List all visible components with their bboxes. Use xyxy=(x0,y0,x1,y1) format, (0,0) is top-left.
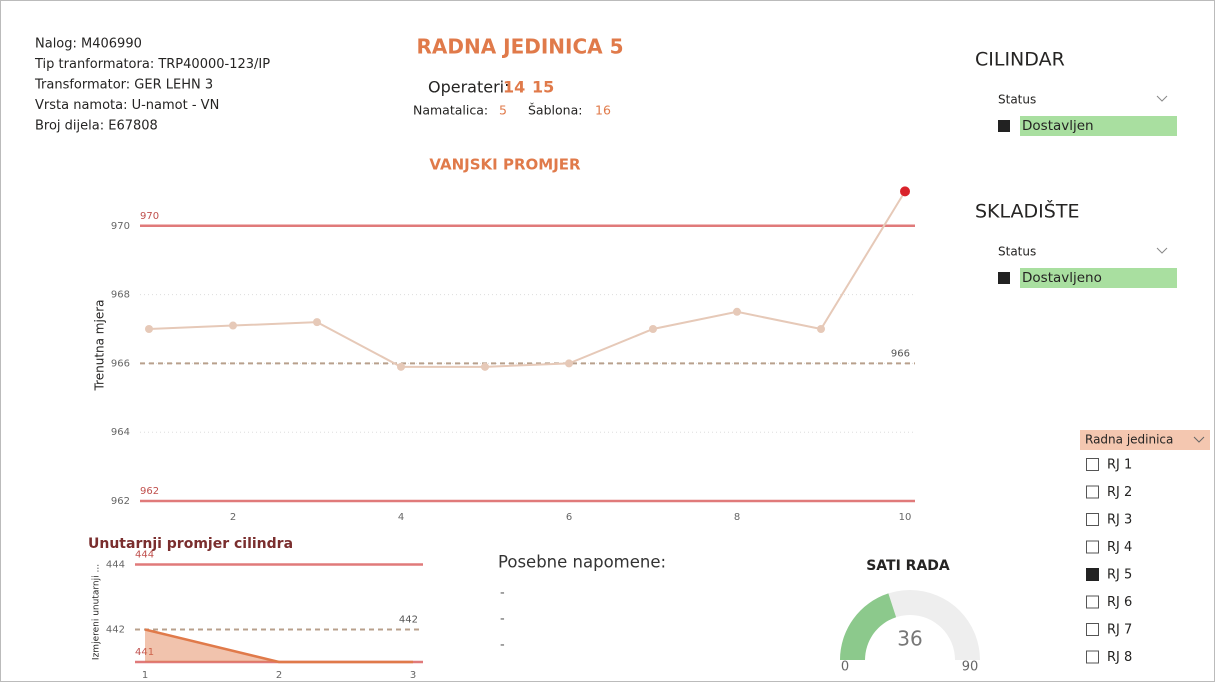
gauge-value-label: 36 xyxy=(897,627,922,651)
line xyxy=(144,628,413,664)
x-tick-label: 2 xyxy=(230,512,236,523)
data-point[interactable] xyxy=(649,325,657,333)
x-tick-label: 1 xyxy=(142,670,148,681)
data-point[interactable] xyxy=(397,362,405,371)
operator: 14 xyxy=(503,78,525,97)
slicer-field: Radna jedinica xyxy=(1085,433,1173,447)
reference-label: 441 xyxy=(135,647,154,658)
value: 16 xyxy=(595,103,611,118)
checkbox[interactable] xyxy=(1086,458,1099,471)
slicer-title: SKLADIŠTE xyxy=(975,199,1079,223)
y-tick-label: 968 xyxy=(111,290,130,301)
dropdown-chevron[interactable] xyxy=(1156,247,1168,254)
checkbox[interactable] xyxy=(1086,513,1099,526)
checkbox[interactable] xyxy=(1086,650,1099,664)
selected-bg xyxy=(1020,116,1177,136)
label: Šablona: xyxy=(528,103,582,118)
label: Operateri: xyxy=(428,78,510,97)
value: 5 xyxy=(499,103,507,118)
y-tick-label: 964 xyxy=(111,427,130,438)
slicer-item: RJ 3 xyxy=(1107,513,1132,528)
gauge-value xyxy=(840,593,897,660)
checkbox[interactable] xyxy=(998,272,1010,284)
title: RADNA JEDINICA 5 xyxy=(416,35,623,59)
reference-label: 962 xyxy=(140,486,159,497)
slicer-item: RJ 5 xyxy=(1107,568,1132,583)
data-point[interactable] xyxy=(900,186,910,197)
slicer-header-bg xyxy=(1080,430,1210,450)
note-line: - xyxy=(500,612,505,627)
y-tick-label: 442 xyxy=(106,625,125,636)
y-tick-label: 966 xyxy=(111,358,130,369)
x-tick-label: 10 xyxy=(899,512,912,523)
note-line: - xyxy=(500,638,505,653)
selected-bg xyxy=(1020,268,1177,288)
slicer-item: Dostavljeno xyxy=(1022,270,1102,286)
y-tick-label: 962 xyxy=(111,496,130,507)
reference-label: 966 xyxy=(891,348,910,359)
slicer-item: RJ 8 xyxy=(1107,650,1132,665)
slicer-title: CILINDAR xyxy=(975,49,1065,71)
slicer-item: RJ 4 xyxy=(1107,540,1132,555)
info-line: Nalog: M406990 xyxy=(35,37,142,52)
checkbox[interactable] xyxy=(1086,623,1099,636)
slicer-field: Status xyxy=(998,245,1036,259)
data-point[interactable] xyxy=(229,321,237,330)
reference-label: 442 xyxy=(399,615,418,626)
checkbox[interactable] xyxy=(1086,485,1099,499)
info-line: Transformator: GER LEHN 3 xyxy=(34,78,213,93)
x-tick-label: 4 xyxy=(398,512,404,523)
data-point[interactable] xyxy=(481,362,489,371)
chart-title: VANJSKI PROMJER xyxy=(429,156,581,174)
slicer-item: RJ 2 xyxy=(1107,485,1132,500)
gauge-title: SATI RADA xyxy=(866,558,950,574)
gauge-max: 90 xyxy=(962,660,979,675)
note-line: - xyxy=(500,586,505,601)
x-tick-label: 2 xyxy=(276,670,282,681)
checkbox[interactable] xyxy=(1086,595,1099,609)
x-tick-label: 8 xyxy=(734,512,740,523)
dropdown-chevron[interactable] xyxy=(1193,436,1205,443)
dropdown-chevron[interactable] xyxy=(1156,95,1168,102)
data-point[interactable] xyxy=(145,325,153,333)
notes-title: Posebne napomene: xyxy=(498,553,666,572)
slicer-item: RJ 7 xyxy=(1107,623,1132,638)
chart-title: Unutarnji promjer cilindra xyxy=(88,536,293,552)
data-point[interactable] xyxy=(313,318,321,327)
slicer-field: Status xyxy=(998,93,1036,107)
line xyxy=(148,190,906,368)
checkbox[interactable] xyxy=(1086,568,1099,581)
reference-label: 970 xyxy=(140,211,159,222)
data-point[interactable] xyxy=(817,325,825,333)
info-line: Tip tranformatora: TRP40000-123/IP xyxy=(34,57,270,72)
x-tick-label: 6 xyxy=(566,512,572,523)
reference-label: 444 xyxy=(135,550,154,561)
info-line: Vrsta namota: U-namot - VN xyxy=(35,98,219,113)
data-point[interactable] xyxy=(565,359,573,368)
y-tick-label: 444 xyxy=(106,560,125,571)
info-line: Broj dijela: E67808 xyxy=(35,119,158,134)
label: Namatalica: xyxy=(413,103,488,118)
area xyxy=(145,629,413,662)
y-axis-label: Trenutna mjera xyxy=(93,299,107,391)
slicer-item: RJ 6 xyxy=(1107,595,1132,610)
checkbox[interactable] xyxy=(1086,540,1099,554)
y-tick-label: 970 xyxy=(111,221,130,232)
data-point[interactable] xyxy=(733,307,741,316)
y-axis-label: Izmjereni unutarnji ... xyxy=(92,564,102,660)
gauge-min: 0 xyxy=(841,660,849,675)
slicer-item: Dostavljen xyxy=(1022,118,1094,134)
slicer-item: RJ 1 xyxy=(1107,458,1132,473)
operator: 15 xyxy=(532,78,554,97)
x-tick-label: 3 xyxy=(410,670,416,681)
checkbox[interactable] xyxy=(998,120,1010,132)
